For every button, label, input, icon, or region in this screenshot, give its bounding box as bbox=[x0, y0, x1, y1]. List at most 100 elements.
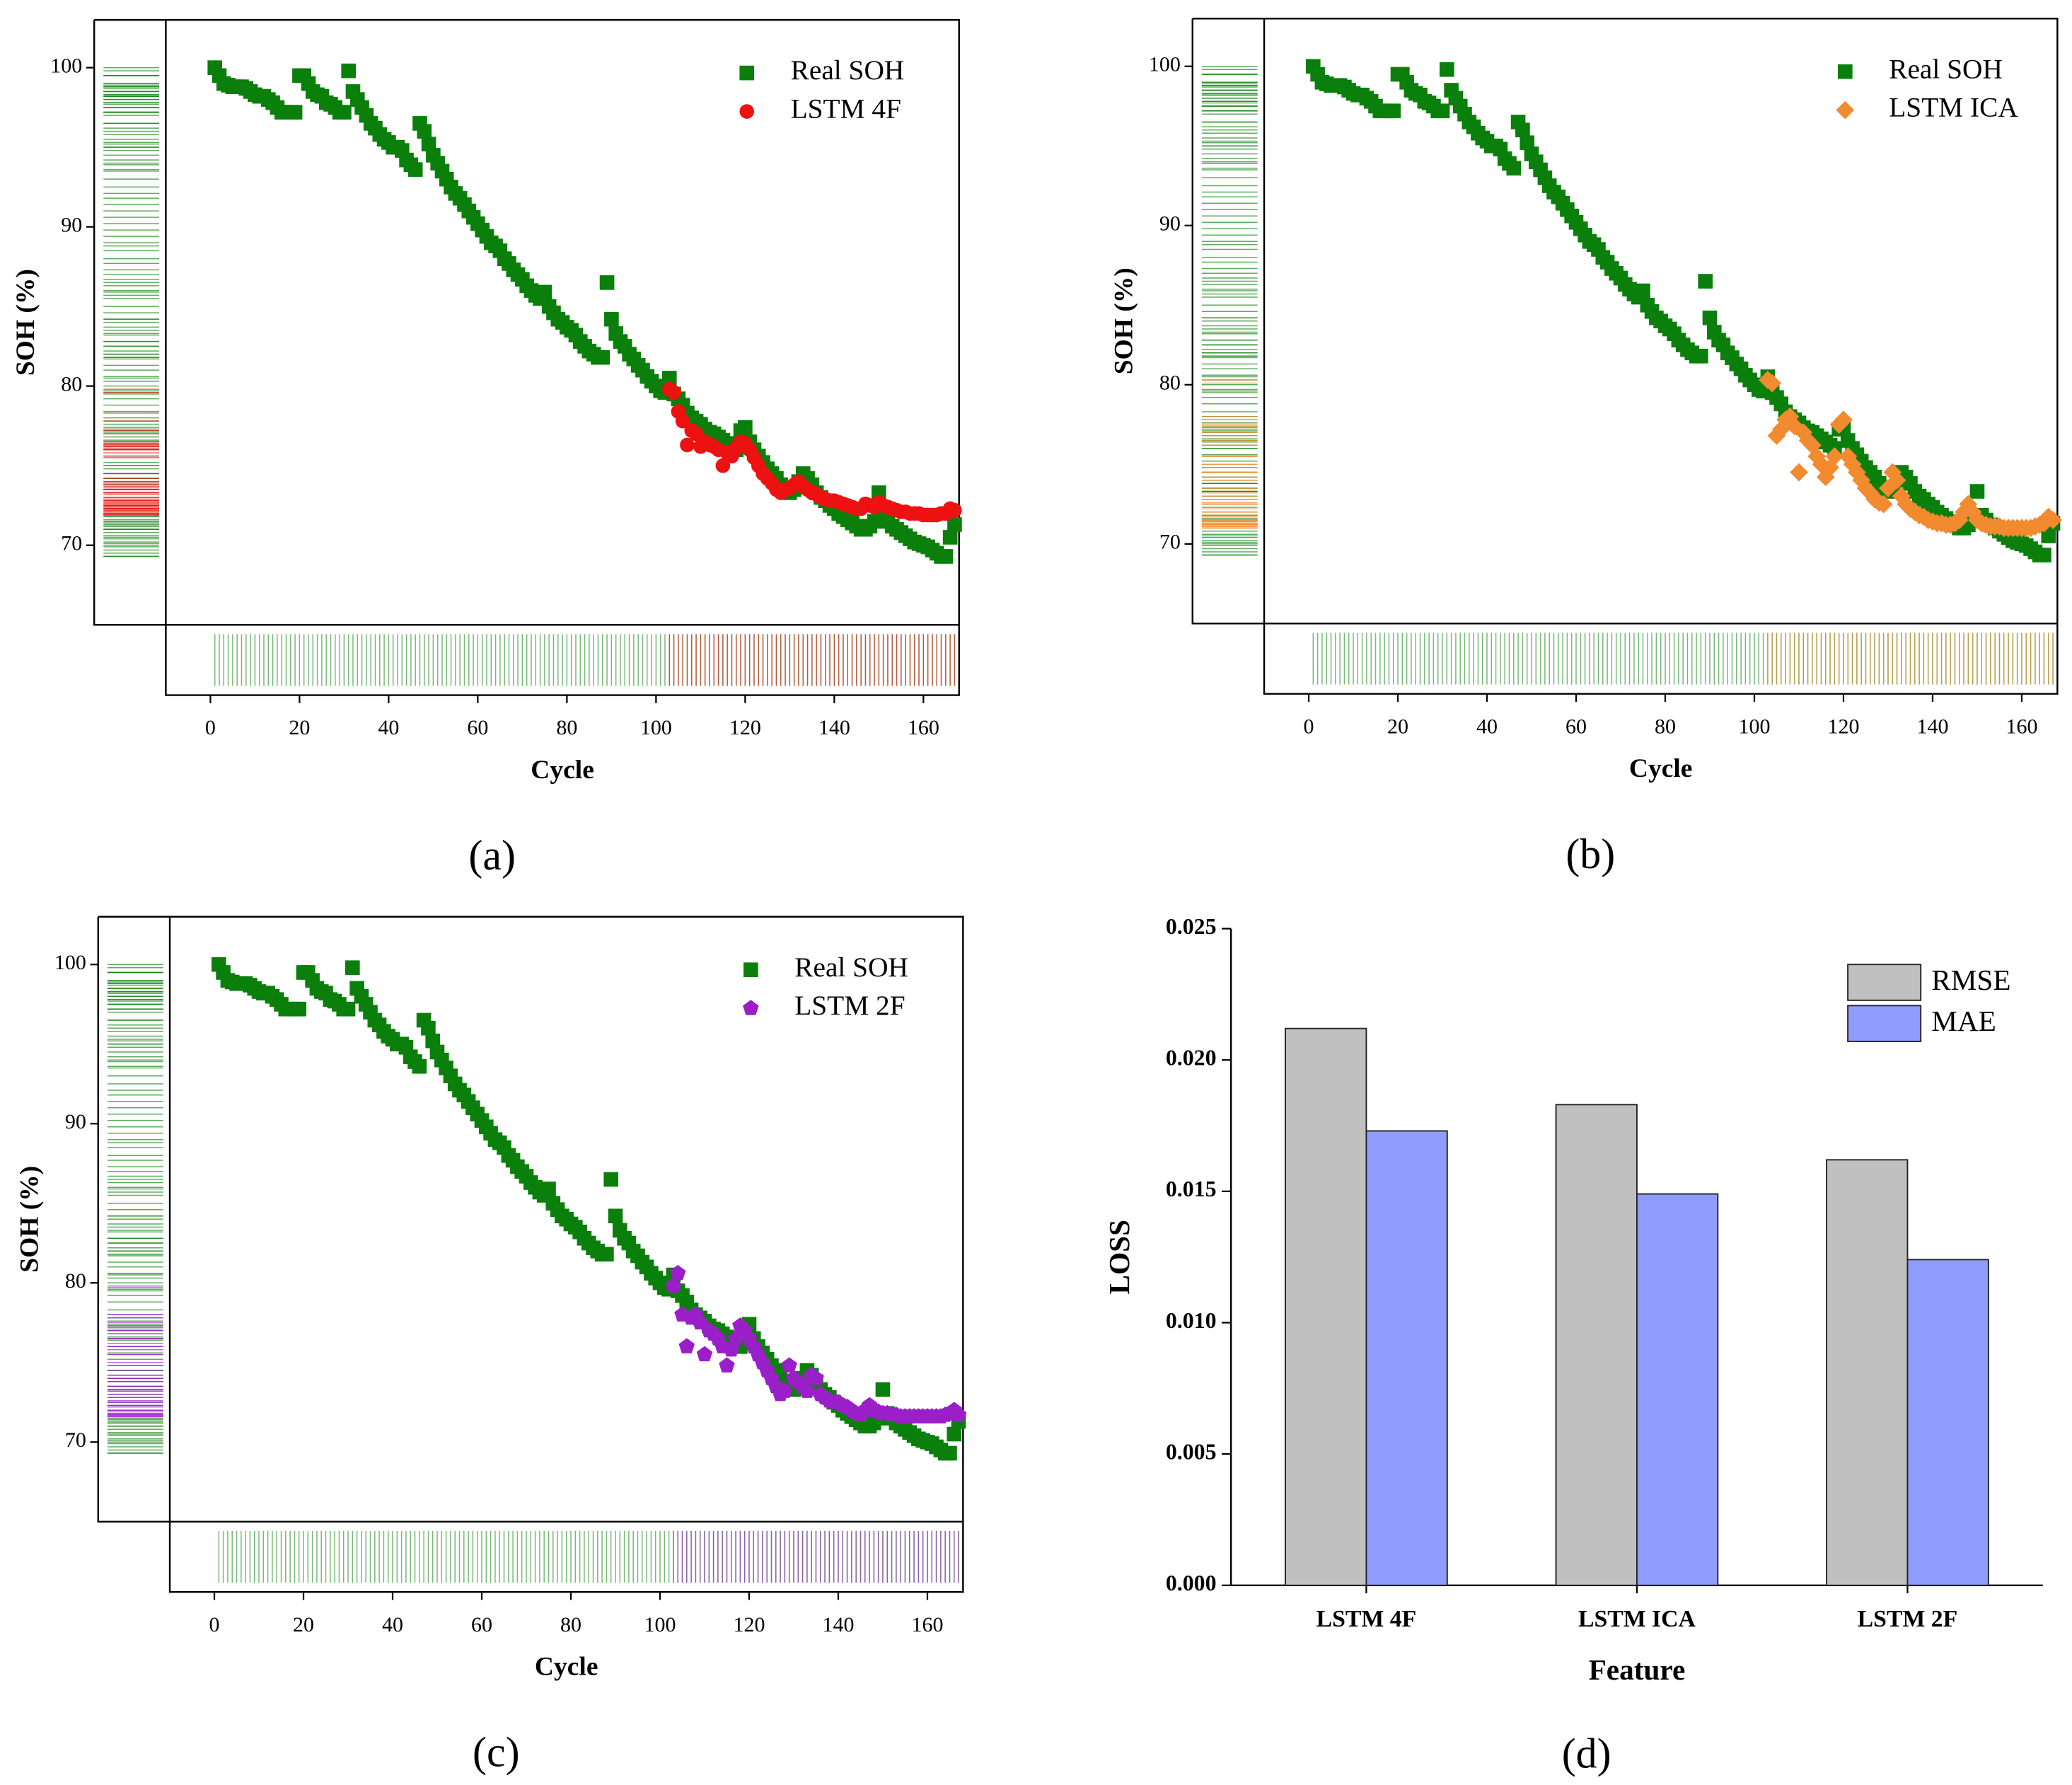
marker-pentagon bbox=[692, 1314, 708, 1330]
bar bbox=[1636, 1193, 1719, 1586]
legend-label: Real SOH bbox=[1889, 53, 2003, 84]
marker-diamond bbox=[1807, 447, 1827, 466]
y-tick-label: 70 bbox=[65, 1428, 86, 1452]
marker-pentagon bbox=[665, 1277, 682, 1293]
marker-square bbox=[1698, 274, 1713, 289]
marker-square bbox=[537, 284, 552, 300]
marker-square bbox=[341, 63, 357, 79]
marker-square bbox=[340, 1001, 356, 1017]
x-tick-label: 80 bbox=[560, 1613, 581, 1636]
y-tick-label: 90 bbox=[61, 214, 82, 237]
bar bbox=[1365, 1130, 1448, 1586]
marker-square bbox=[541, 1182, 556, 1196]
y-tick-label: 0.015 bbox=[1166, 1177, 1217, 1201]
marker-square bbox=[337, 105, 352, 120]
marker-square bbox=[738, 420, 753, 435]
marker-circle bbox=[947, 502, 962, 518]
marker-square bbox=[2037, 548, 2051, 562]
legend-marker bbox=[739, 65, 755, 81]
marker-square bbox=[599, 275, 615, 290]
x-tick-label: 0 bbox=[209, 1613, 220, 1636]
panel-label: (a) bbox=[468, 832, 516, 879]
marker-square bbox=[291, 1001, 307, 1017]
y-axis-title: SOH (%) bbox=[1110, 267, 1139, 374]
legend-marker bbox=[743, 1000, 759, 1015]
plot-frame bbox=[1191, 18, 2059, 695]
marker-square bbox=[875, 1382, 891, 1397]
x-tick-label: 40 bbox=[378, 716, 399, 739]
y-tick-label: 100 bbox=[1149, 53, 1181, 76]
bar bbox=[1826, 1159, 1909, 1586]
x-tick-label: 20 bbox=[1387, 715, 1408, 738]
marker-square bbox=[417, 124, 432, 139]
y-tick-label: 100 bbox=[54, 951, 86, 974]
y-tick-label: 80 bbox=[1159, 371, 1181, 395]
marker-pentagon bbox=[669, 1264, 686, 1281]
legend-swatch bbox=[1847, 964, 1922, 1001]
marker-pentagon bbox=[678, 1338, 695, 1353]
x-tick-label: 20 bbox=[293, 1613, 314, 1636]
y-tick-label: 90 bbox=[65, 1110, 86, 1133]
marker-diamond bbox=[1812, 455, 1831, 474]
marker-square bbox=[425, 1033, 441, 1049]
x-tick-label: 100 bbox=[644, 1613, 676, 1636]
marker-diamond bbox=[1825, 447, 1844, 466]
marker-diamond bbox=[1839, 447, 1858, 466]
x-tick-label: LSTM ICA bbox=[1578, 1606, 1696, 1632]
bar bbox=[1555, 1104, 1638, 1586]
marker-square bbox=[942, 1445, 957, 1461]
x-axis-title: Cycle bbox=[531, 756, 594, 785]
marker-square bbox=[412, 1058, 427, 1074]
x-tick-label: LSTM 2F bbox=[1858, 1606, 1958, 1632]
x-tick-label: 60 bbox=[467, 716, 488, 739]
x-tick-label: 60 bbox=[471, 1613, 492, 1636]
marker-circle bbox=[666, 385, 681, 400]
marker-circle bbox=[675, 413, 690, 429]
x-tick-label: 160 bbox=[911, 1613, 943, 1636]
legend-label: Real SOH bbox=[791, 54, 905, 86]
marker-square bbox=[938, 549, 954, 564]
y-tick-label: 0.020 bbox=[1166, 1046, 1217, 1070]
legend-label: MAE bbox=[1931, 1005, 1996, 1037]
panel-label: (c) bbox=[473, 1728, 520, 1775]
marker-pentagon bbox=[777, 1382, 793, 1398]
marker-circle bbox=[680, 437, 695, 453]
marker-square bbox=[1515, 122, 1530, 138]
x-tick-label: 60 bbox=[1565, 715, 1587, 738]
x-tick-label: 0 bbox=[205, 716, 216, 739]
marker-square bbox=[599, 1247, 614, 1262]
marker-square bbox=[1506, 161, 1522, 176]
x-axis-title: Cycle bbox=[535, 1653, 598, 1682]
legend-label: Real SOH bbox=[794, 952, 908, 983]
x-tick-label: LSTM 4F bbox=[1316, 1606, 1417, 1632]
marker-diamond bbox=[1874, 495, 1893, 514]
x-tick-label: 120 bbox=[1827, 715, 1859, 738]
y-axis-title: SOH (%) bbox=[16, 1166, 45, 1273]
panel-label: (b) bbox=[1565, 831, 1615, 877]
x-tick-label: 120 bbox=[733, 1613, 765, 1636]
marker-diamond bbox=[1790, 463, 1808, 482]
marker-pentagon bbox=[808, 1370, 824, 1385]
marker-square bbox=[421, 1020, 436, 1036]
marker-square bbox=[287, 105, 303, 120]
legend-marker bbox=[1836, 100, 1855, 120]
legend-label: LSTM 4F bbox=[791, 93, 901, 125]
x-tick-label: 40 bbox=[1476, 715, 1498, 738]
y-tick-label: 0.010 bbox=[1166, 1308, 1217, 1333]
marker-pentagon bbox=[950, 1406, 967, 1422]
x-tick-label: 100 bbox=[640, 716, 672, 739]
legend-swatch bbox=[1847, 1005, 1922, 1042]
marker-square bbox=[608, 1208, 623, 1224]
y-axis-title: LOSS bbox=[1103, 1220, 1135, 1294]
marker-square bbox=[603, 1172, 619, 1187]
bar bbox=[1906, 1259, 1989, 1586]
marker-square bbox=[1694, 348, 1708, 364]
y-tick-label: 80 bbox=[65, 1269, 86, 1293]
x-tick-label: 100 bbox=[1738, 715, 1770, 738]
y-tick-label: 0.025 bbox=[1166, 914, 1217, 939]
marker-diamond bbox=[1834, 410, 1853, 429]
y-axis-title: SOH (%) bbox=[11, 269, 40, 376]
marker-diamond bbox=[1847, 463, 1866, 482]
